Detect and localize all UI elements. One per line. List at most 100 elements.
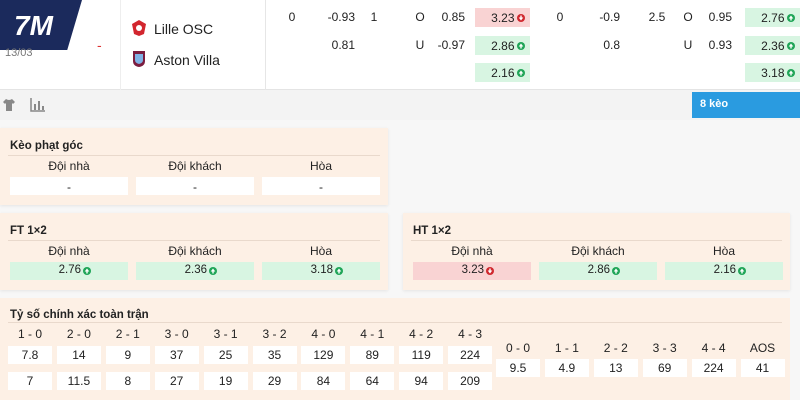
trend-icon	[335, 267, 343, 275]
score-odds: 27	[170, 374, 184, 388]
odds-cell: 1	[370, 10, 378, 24]
odds-box	[745, 63, 800, 82]
score-odds: 4.9	[558, 361, 576, 375]
odds-cell: 0.93	[708, 38, 732, 52]
score-box	[691, 359, 736, 377]
trend-icon	[516, 41, 525, 50]
panel-header: Đội khách	[168, 244, 222, 258]
away-badge	[133, 51, 145, 67]
score-box	[740, 359, 785, 377]
odds-cell: 0.8	[603, 38, 620, 52]
panel-title: Tỷ số chính xác toàn trận	[10, 309, 149, 321]
score-box	[203, 372, 248, 390]
home-team[interactable]: Lille OSC	[154, 21, 214, 37]
match-row	[0, 0, 800, 90]
trend-icon	[786, 41, 795, 50]
date: 13/03	[5, 47, 33, 59]
score-box	[350, 372, 395, 390]
odds-box	[475, 63, 530, 82]
score-box	[544, 359, 589, 377]
score-box	[593, 359, 638, 377]
score-odds: 89	[365, 348, 379, 362]
score-label: 1 - 0	[17, 327, 42, 341]
score-box	[252, 346, 297, 364]
panel-header: Đội nhà	[48, 244, 90, 258]
score-label: 2 - 1	[115, 327, 140, 341]
score-label: 3 - 3	[652, 341, 677, 355]
score-odds: 37	[170, 348, 184, 362]
score-box	[448, 346, 493, 364]
odds-value: 3.23	[461, 264, 484, 277]
more-button-label[interactable]: 8 kèo	[700, 98, 729, 110]
panel-rule	[8, 240, 380, 241]
score-box	[252, 372, 297, 390]
odds-cell: 0	[556, 10, 564, 24]
score-box	[448, 372, 493, 390]
value-box	[262, 177, 380, 195]
score-box	[154, 372, 199, 390]
odds-box	[136, 262, 254, 280]
score-box	[105, 346, 150, 364]
odds-value: 2.36	[761, 38, 785, 53]
odds-cell: -0.97	[437, 38, 465, 52]
panel-title: FT 1×2	[10, 225, 47, 237]
score-box	[203, 346, 248, 364]
value-box	[136, 177, 254, 195]
score-label: 1 - 1	[554, 341, 579, 355]
score-odds: 29	[267, 374, 282, 388]
score-odds: 13	[609, 361, 623, 375]
panel-header: Đội khách	[168, 159, 222, 173]
value-box	[10, 177, 128, 195]
odds-box	[665, 262, 783, 280]
score-odds: 8	[124, 374, 132, 388]
panel-title: Kèo phạt góc	[10, 140, 83, 152]
panel-header: Đội nhà	[48, 159, 90, 173]
score-box	[496, 359, 540, 377]
odds-cell: -0.93	[327, 10, 355, 24]
score-odds: 69	[658, 361, 672, 375]
score-box	[350, 346, 395, 364]
score-odds: 19	[218, 374, 233, 388]
score-box	[56, 346, 101, 364]
panel-value: -	[193, 180, 197, 194]
panel-rule	[411, 240, 782, 241]
odds-box	[475, 36, 530, 55]
score-box	[154, 346, 199, 364]
away-team[interactable]: Aston Villa	[154, 52, 220, 68]
toolbar	[0, 90, 800, 120]
score-odds: 25	[218, 348, 233, 362]
score-odds: 64	[365, 374, 379, 388]
odds-cell: 2.5	[648, 10, 666, 24]
logo-box	[0, 0, 82, 50]
odds-cell: U	[683, 38, 693, 52]
score-box	[301, 372, 346, 390]
score-odds: 224	[703, 361, 724, 375]
trend-icon	[486, 267, 494, 275]
panel-header: Hòa	[712, 244, 735, 258]
panel-value: -	[67, 180, 71, 194]
stats-icon[interactable]	[30, 97, 46, 112]
odds-cell: O	[683, 10, 693, 24]
home-badge	[132, 20, 146, 36]
odds-box	[745, 8, 800, 27]
divider	[265, 0, 266, 90]
shirt-icon[interactable]	[2, 98, 16, 112]
score-label: 4 - 2	[409, 327, 434, 341]
trend-icon	[786, 68, 795, 77]
odds-box	[413, 262, 531, 280]
odds-value: 2.16	[713, 264, 736, 277]
score-label: 0 - 0	[505, 341, 530, 355]
score-odds: 9	[124, 348, 132, 362]
score-label: 4 - 0	[311, 327, 336, 341]
score-odds: 9.5	[509, 361, 527, 375]
score: -	[97, 37, 102, 53]
score-box	[105, 372, 150, 390]
panel-header: Hòa	[309, 244, 332, 258]
score-label: AOS	[749, 341, 776, 355]
odds-cell: -0.9	[599, 10, 620, 24]
more-button[interactable]	[692, 92, 800, 118]
score-label: 4 - 3	[458, 327, 483, 341]
odds-value: 2.86	[587, 264, 610, 277]
trend-icon	[209, 267, 217, 275]
